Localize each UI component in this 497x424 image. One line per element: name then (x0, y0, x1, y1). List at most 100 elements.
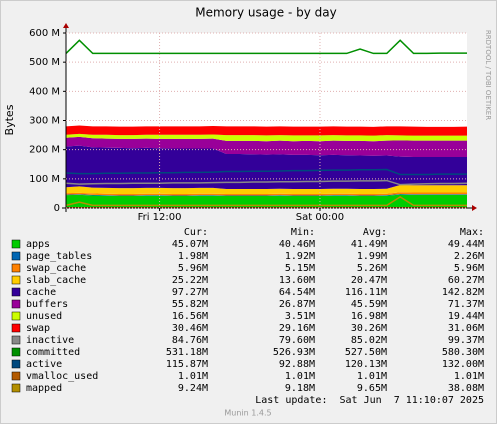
legend-stat: 40.46M (279, 239, 315, 250)
legend-swatch (11, 347, 21, 357)
legend-label: unused (26, 311, 62, 322)
legend-stat: 19.44M (448, 311, 484, 322)
legend-stat: 1.98M (178, 251, 208, 262)
x-tick-label: Fri 12:00 (138, 212, 182, 223)
legend-stat: 526.93M (273, 347, 315, 358)
legend-swatch (11, 371, 21, 381)
legend-stat: 5.96M (178, 263, 208, 274)
legend-stat: 5.26M (357, 263, 387, 274)
legend-stat: 31.06M (448, 323, 484, 334)
area (66, 125, 467, 136)
y-tick-label: 100 M (29, 174, 60, 185)
line (65, 39, 467, 55)
legend-stat: 9.65M (357, 383, 387, 394)
legend-label: swap_cache (26, 263, 86, 274)
legend-stat: 60.27M (448, 275, 484, 286)
area (66, 194, 467, 197)
legend-stat: 132.00M (442, 359, 484, 370)
version: Munin 1.4.5 (224, 409, 271, 418)
y-axis-label: Bytes (3, 104, 16, 135)
legend-swatch (11, 359, 21, 369)
legend-stat: 1.92M (285, 251, 315, 262)
legend-stat: 25.22M (172, 275, 208, 286)
line (65, 196, 467, 207)
legend-stat: 26.87M (279, 299, 315, 310)
legend-label: active (26, 359, 62, 370)
legend-stat: 38.08M (448, 383, 484, 394)
area (66, 192, 467, 196)
legend-stat: 531.18M (166, 347, 208, 358)
legend-stat: 16.56M (172, 311, 208, 322)
legend-stat: 9.24M (178, 383, 208, 394)
line (65, 168, 467, 176)
legend-label: committed (26, 347, 80, 358)
legend-stat: 30.46M (172, 323, 208, 334)
legend-stat: 120.13M (345, 359, 387, 370)
legend-stat: 20.47M (351, 275, 387, 286)
legend-label: page_tables (26, 251, 92, 262)
legend-swatch (11, 239, 21, 249)
legend-swatch (11, 311, 21, 321)
area (66, 184, 467, 194)
legend-stat: 1.99M (357, 251, 387, 262)
legend-swatch (11, 299, 21, 309)
legend-stat: 115.87M (166, 359, 208, 370)
legend-stat: 71.37M (448, 299, 484, 310)
y-tick-label: 600 M (29, 28, 60, 39)
area (66, 133, 467, 142)
legend-label: cache (26, 287, 56, 298)
legend-stat: 580.30M (442, 347, 484, 358)
legend-stat: 64.54M (279, 287, 315, 298)
legend-header: Avg: (363, 227, 387, 238)
legend-swatch (11, 335, 21, 345)
legend-stat: 13.60M (279, 275, 315, 286)
legend-label: vmalloc_used (26, 371, 98, 382)
footer: Last update: Sat Jun 7 11:10:07 2025 (255, 395, 484, 406)
legend-stat: 45.07M (172, 239, 208, 250)
legend-label: buffers (26, 299, 68, 310)
legend-stat: 97.27M (172, 287, 208, 298)
legend-stat: 1.01M (357, 371, 387, 382)
legend-label: mapped (26, 383, 62, 394)
y-tick-label: 0 (54, 203, 60, 214)
legend-stat: 2.26M (454, 251, 484, 262)
legend-stat: 29.16M (279, 323, 315, 334)
legend-header: Min: (291, 227, 315, 238)
y-tick-label: 500 M (29, 57, 60, 68)
legend-stat: 5.96M (454, 263, 484, 274)
plot (65, 39, 468, 209)
chart-title: Memory usage - by day (195, 6, 336, 20)
area (66, 136, 467, 157)
legend-stat: 116.11M (345, 287, 387, 298)
legend-stat: 41.49M (351, 239, 387, 250)
legend-stat: 3.51M (285, 311, 315, 322)
legend-stat: 49.44M (448, 239, 484, 250)
legend-stat: 1.01M (285, 371, 315, 382)
legend-stat: 92.88M (279, 359, 315, 370)
legend-label: apps (26, 239, 50, 250)
legend-swatch (11, 287, 21, 297)
legend-stat: 79.60M (279, 335, 315, 346)
side-label: RRDTOOL / TOBI OETIKER (484, 30, 492, 120)
y-tick-label: 300 M (29, 116, 60, 127)
y-tick-label: 400 M (29, 86, 60, 97)
legend-stat: 1.01M (454, 371, 484, 382)
legend-stat: 84.76M (172, 335, 208, 346)
x-tick-label: Sat 00:00 (296, 212, 344, 223)
legend-swatch (11, 383, 21, 393)
legend-label: slab_cache (26, 275, 86, 286)
y-tick-label: 200 M (29, 145, 60, 156)
legend-stat: 9.18M (285, 383, 315, 394)
legend-swatch (11, 275, 21, 285)
legend-header: Cur: (184, 227, 208, 238)
legend-swatch (11, 251, 21, 261)
axes: 0 100 M 200 M 300 M 400 M 500 M 600 M Fri 12:00… (29, 23, 477, 223)
line (65, 179, 468, 186)
legend-swatch (11, 323, 21, 333)
legend-stat: 5.15M (285, 263, 315, 274)
legend-stat: 55.82M (172, 299, 208, 310)
legend-stat: 527.50M (345, 347, 387, 358)
y-arrow (63, 23, 69, 28)
